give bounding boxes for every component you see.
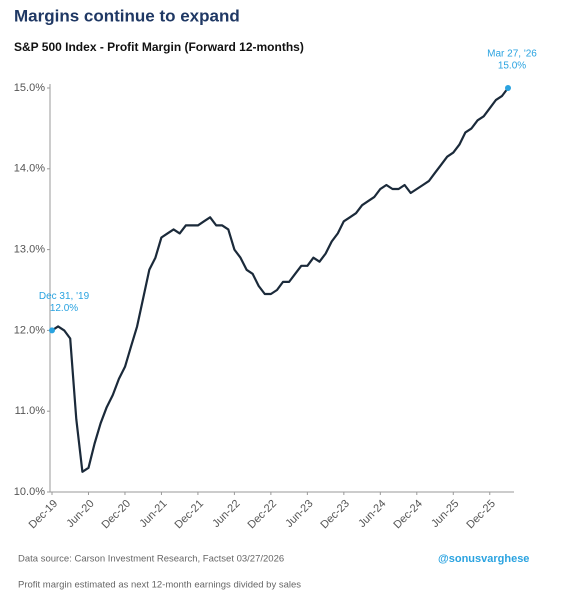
y-tick-label: 13.0% (14, 244, 45, 256)
end-point (505, 85, 511, 91)
end-point (49, 327, 55, 334)
x-tick-label: Dec-19 (27, 498, 61, 532)
annotation-value: 12.0% (50, 303, 78, 314)
note: Profit margin estimated as next 12-month… (18, 580, 301, 591)
y-tick-label: 15.0% (14, 82, 45, 94)
x-tick-label: Dec-22 (245, 498, 279, 532)
line (51, 87, 509, 473)
source: Data source: Carson Investment Research,… (18, 554, 284, 565)
annotation-date: Dec 31, '19 (39, 291, 90, 302)
x-tick-label: Dec-25 (464, 498, 498, 532)
y-tick-label: 12.0% (14, 324, 45, 336)
x-tick-label: Dec-20 (100, 498, 134, 532)
x-tick-label: Jun-24 (356, 498, 388, 530)
chart-title: Margins continue to expand (14, 6, 240, 25)
y-tick-label: 10.0% (14, 486, 45, 498)
x-tick-label: Dec-23 (318, 498, 352, 532)
y-tick-label: 14.0% (14, 163, 45, 175)
annotation-date: Mar 27, '26 (487, 49, 537, 60)
y-tick-label: 11.0% (15, 405, 46, 417)
x-tick-label: Dec-24 (391, 498, 425, 532)
x-tick-label: Dec-21 (173, 498, 207, 532)
x-tick-label: Jun-20 (64, 498, 96, 530)
x-tick-label: Jun-23 (283, 498, 315, 530)
x-tick-label: Jun-25 (429, 498, 461, 530)
x-tick-label: Jun-22 (210, 498, 242, 530)
annotation-value: 15.0% (498, 61, 526, 72)
x-tick-label: Jun-21 (137, 498, 169, 530)
chart-subtitle: S&P 500 Index - Profit Margin (Forward 1… (14, 40, 304, 54)
handle: @sonusvarghese (438, 553, 529, 565)
